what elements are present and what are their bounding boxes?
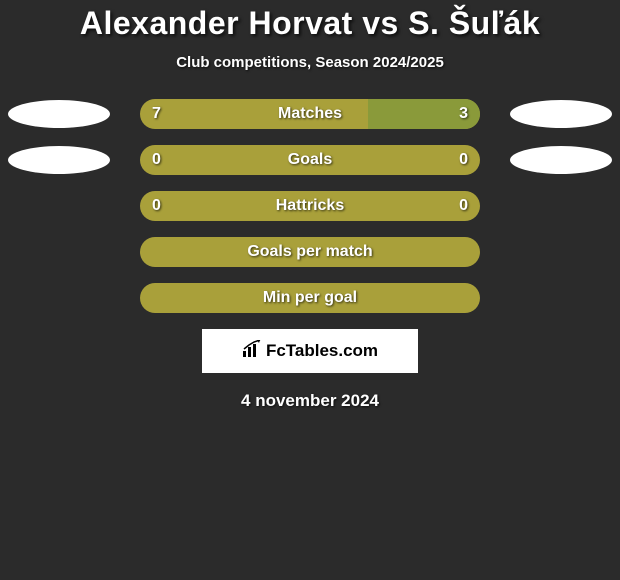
stat-row: Goals per match — [0, 237, 620, 267]
stat-row: Hattricks0 0 — [0, 191, 620, 221]
bar-label: Goals — [140, 145, 480, 175]
logo-box: FcTables.com — [202, 329, 418, 373]
stat-bar: Min per goal — [140, 283, 480, 313]
stat-row: Matches7 3 — [0, 99, 620, 129]
stat-bar: Goals per match — [140, 237, 480, 267]
bar-label: Matches — [140, 99, 480, 129]
logo: FcTables.com — [242, 340, 378, 363]
bar-label: Min per goal — [140, 283, 480, 313]
bar-value-left: 0 — [152, 145, 161, 175]
bar-label: Hattricks — [140, 191, 480, 221]
bar-value-left: 0 — [152, 191, 161, 221]
page-title: Alexander Horvat vs S. Šuľák — [0, 5, 620, 42]
left-oval — [8, 146, 110, 174]
right-oval — [510, 146, 612, 174]
stat-bar: Hattricks0 0 — [140, 191, 480, 221]
stat-bar: Goals0 0 — [140, 145, 480, 175]
bar-value-right: 0 — [459, 191, 468, 221]
date-line: 4 november 2024 — [0, 391, 620, 411]
chart-icon — [242, 340, 262, 363]
logo-text: FcTables.com — [266, 341, 378, 361]
bar-value-right: 0 — [459, 145, 468, 175]
subtitle: Club competitions, Season 2024/2025 — [0, 54, 620, 71]
stat-bar: Matches7 3 — [140, 99, 480, 129]
bar-value-right: 3 — [459, 99, 468, 129]
bar-label: Goals per match — [140, 237, 480, 267]
stat-row: Goals0 0 — [0, 145, 620, 175]
left-oval — [8, 100, 110, 128]
stat-row: Min per goal — [0, 283, 620, 313]
bar-value-left: 7 — [152, 99, 161, 129]
comparison-card: Alexander Horvat vs S. Šuľák Club compet… — [0, 0, 620, 411]
stats-rows: Matches73Goals00Hattricks00Goals per mat… — [0, 99, 620, 313]
right-oval — [510, 100, 612, 128]
